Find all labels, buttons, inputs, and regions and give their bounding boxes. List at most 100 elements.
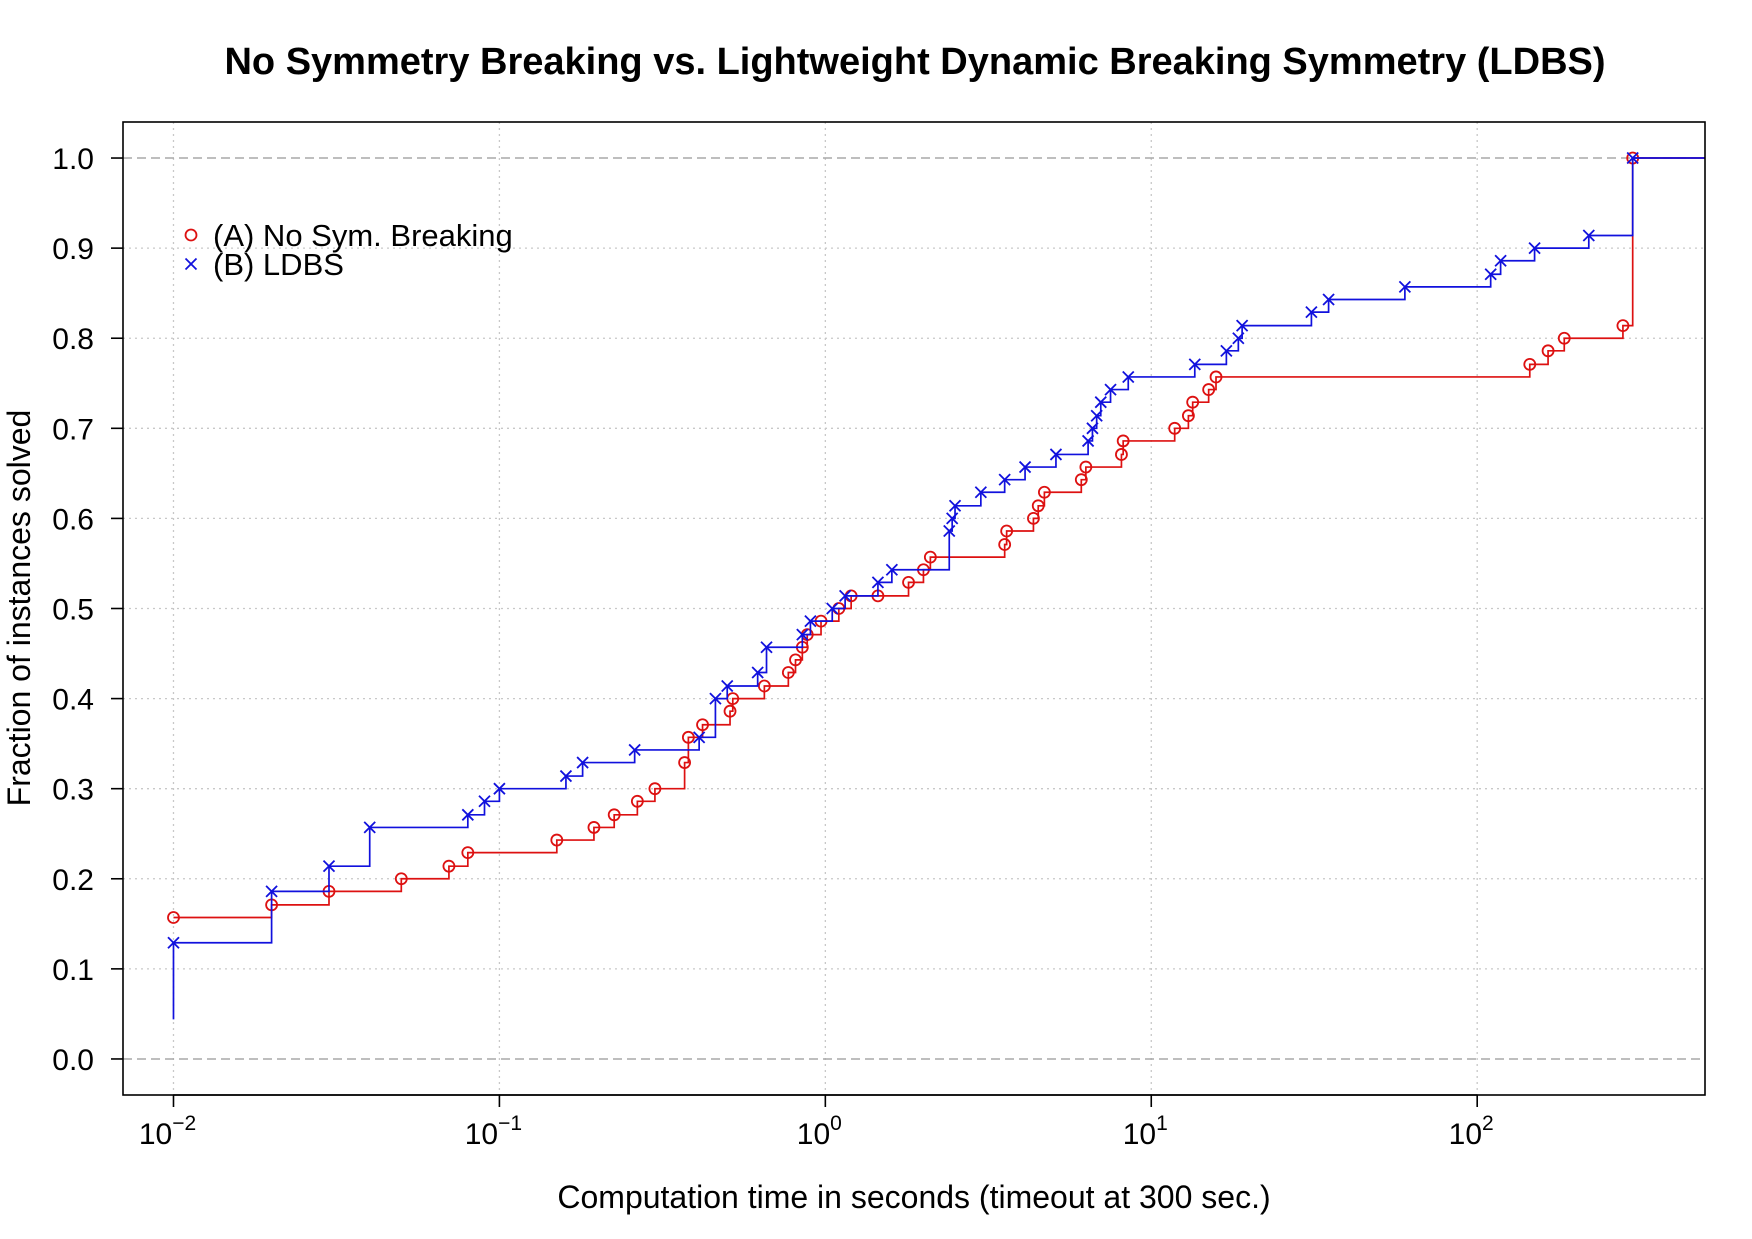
data-point bbox=[1616, 319, 1630, 333]
x-tick-exponent: −1 bbox=[498, 1112, 522, 1135]
data-point bbox=[692, 731, 706, 744]
data-point bbox=[709, 692, 722, 705]
data-point bbox=[998, 538, 1012, 551]
data-point bbox=[461, 846, 475, 860]
data-point bbox=[559, 769, 573, 783]
marker-stroke bbox=[838, 589, 852, 603]
data-point bbox=[1220, 344, 1233, 357]
data-point bbox=[1079, 460, 1093, 474]
data-point bbox=[1081, 434, 1095, 448]
marker-stroke bbox=[871, 576, 885, 589]
data-point bbox=[167, 936, 180, 949]
data-point bbox=[1027, 512, 1040, 525]
data-point bbox=[1086, 422, 1099, 435]
axes: 10−2 10−1 100 101 1020.00.10.20.30.40.50.60.… bbox=[52, 143, 1493, 1151]
marker-stroke bbox=[1081, 434, 1095, 448]
y-tick-label: 0.8 bbox=[52, 323, 94, 356]
y-tick-label: 0.9 bbox=[52, 233, 94, 266]
data-point bbox=[1541, 344, 1555, 358]
data-point bbox=[1181, 409, 1195, 423]
data-point bbox=[1037, 485, 1051, 499]
y-tick-label: 0.2 bbox=[52, 864, 94, 897]
marker-stroke bbox=[885, 563, 899, 576]
marker-stroke bbox=[946, 512, 959, 525]
marker-stroke bbox=[184, 257, 198, 271]
marker-stroke bbox=[1104, 383, 1117, 396]
series-layer bbox=[167, 151, 1705, 1020]
y-tick-label: 0.5 bbox=[52, 594, 94, 627]
data-point bbox=[628, 743, 641, 757]
marker-stroke bbox=[1018, 460, 1032, 474]
marker-stroke bbox=[493, 782, 506, 795]
data-point bbox=[781, 666, 795, 679]
marker-stroke bbox=[363, 821, 376, 834]
data-point bbox=[461, 808, 474, 821]
marker-stroke bbox=[1232, 332, 1245, 345]
data-point bbox=[550, 833, 564, 847]
series-a bbox=[167, 151, 1705, 924]
data-point bbox=[1528, 241, 1541, 255]
reference-lines bbox=[123, 157, 1705, 1060]
data-point bbox=[1557, 331, 1571, 345]
data-point bbox=[493, 782, 506, 795]
x-tick-exponent: 0 bbox=[830, 1112, 842, 1135]
data-point bbox=[1582, 229, 1595, 242]
data-point bbox=[998, 473, 1011, 486]
data-point bbox=[696, 718, 709, 732]
data-point bbox=[885, 563, 899, 576]
marker-stroke bbox=[943, 524, 956, 538]
marker-stroke bbox=[760, 641, 773, 654]
marker-stroke bbox=[1094, 396, 1107, 409]
marker-stroke bbox=[948, 499, 962, 512]
y-tick-label: 1.0 bbox=[52, 143, 94, 176]
data-point bbox=[1018, 460, 1032, 474]
data-point bbox=[1235, 319, 1249, 332]
x-tick-label: 10−2 bbox=[139, 1112, 196, 1151]
data-point bbox=[948, 499, 962, 512]
x-tick-label: 100 bbox=[797, 1112, 842, 1151]
marker-stroke bbox=[1582, 229, 1595, 242]
data-point bbox=[796, 628, 809, 641]
marker-stroke bbox=[461, 808, 474, 821]
data-point bbox=[1232, 332, 1245, 345]
data-point bbox=[322, 860, 336, 873]
marker-stroke bbox=[1484, 268, 1497, 281]
marker-stroke bbox=[1220, 344, 1233, 357]
marker-stroke bbox=[692, 731, 706, 744]
data-point bbox=[789, 653, 802, 667]
data-point bbox=[1049, 448, 1063, 461]
marker-stroke bbox=[998, 473, 1011, 486]
data-point bbox=[760, 641, 773, 654]
data-point bbox=[1031, 499, 1045, 513]
data-point bbox=[1000, 524, 1014, 538]
marker-stroke bbox=[167, 936, 180, 949]
data-point bbox=[442, 859, 456, 873]
data-point bbox=[1116, 434, 1130, 448]
data-point bbox=[838, 589, 852, 603]
marker-stroke bbox=[1322, 293, 1335, 306]
marker-stroke bbox=[576, 756, 589, 769]
legend-label: (A) No Sym. Breaking bbox=[213, 218, 513, 253]
data-point bbox=[804, 614, 817, 628]
y-tick-label: 0.6 bbox=[52, 503, 94, 536]
data-point bbox=[1122, 370, 1135, 384]
data-point bbox=[943, 524, 956, 538]
y-tick-label: 0.4 bbox=[52, 684, 94, 717]
x-tick-exponent: 1 bbox=[1156, 1112, 1168, 1135]
x-tick-exponent: −2 bbox=[172, 1112, 196, 1135]
data-point bbox=[363, 821, 376, 834]
y-axis-label: Fraction of instances solved bbox=[1, 410, 37, 807]
data-point bbox=[678, 756, 692, 769]
series-line bbox=[172, 157, 1705, 1020]
data-point bbox=[1626, 151, 1639, 165]
marker-stroke bbox=[628, 743, 641, 757]
data-point bbox=[394, 872, 408, 886]
data-point bbox=[946, 512, 959, 525]
data-point bbox=[167, 911, 180, 924]
x-tick-label: 101 bbox=[1123, 1112, 1168, 1151]
data-point bbox=[757, 679, 771, 693]
data-point bbox=[1090, 409, 1103, 422]
series-b bbox=[167, 151, 1705, 1020]
marker-stroke bbox=[478, 795, 491, 808]
